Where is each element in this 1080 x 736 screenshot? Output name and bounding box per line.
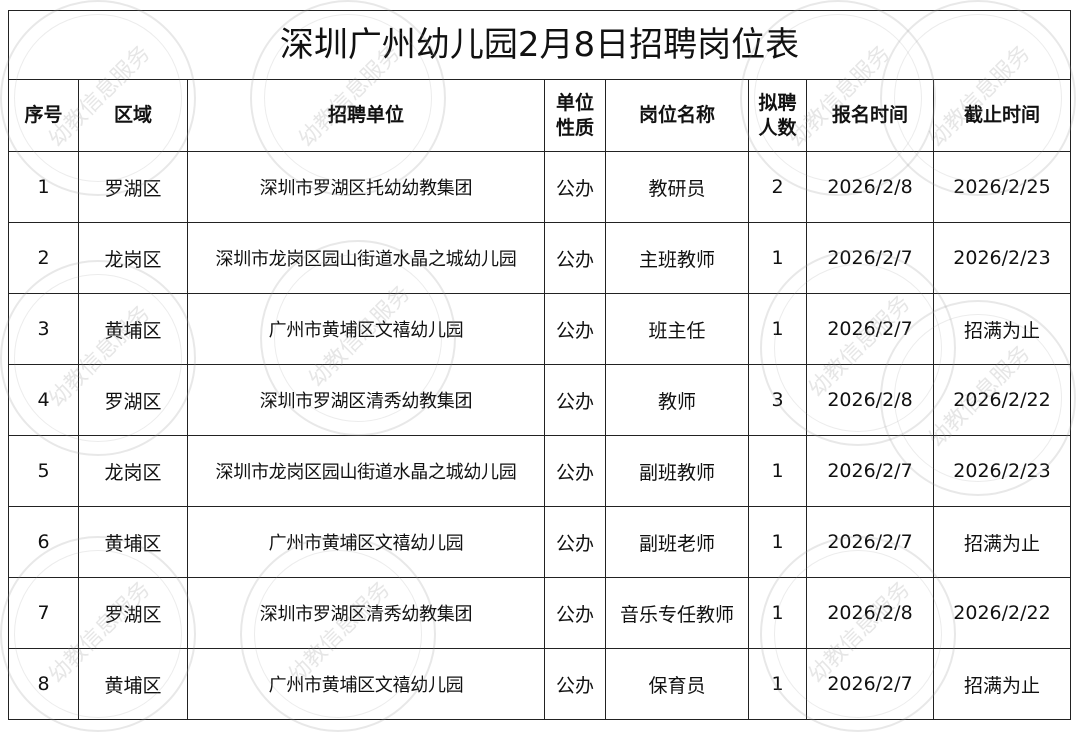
table-row: 8 黄埔区 广州市黄埔区文禧幼儿园 公办 保育员 1 2026/2/7 招满为止 xyxy=(8,648,1072,720)
table-row: 6 黄埔区 广州市黄埔区文禧幼儿园 公办 副班老师 1 2026/2/7 招满为止 xyxy=(8,506,1072,578)
cell-district: 龙岗区 xyxy=(78,222,188,294)
table-row: 3 黄埔区 广州市黄埔区文禧幼儿园 公办 班主任 1 2026/2/7 招满为止 xyxy=(8,293,1072,365)
header-end: 截止时间 xyxy=(932,79,1072,152)
cell-position: 副班教师 xyxy=(605,435,749,507)
table-row: 1 罗湖区 深圳市罗湖区托幼幼教集团 公办 教研员 2 2026/2/8 2026/2/25 xyxy=(8,151,1072,223)
table-row: 4 罗湖区 深圳市罗湖区清秀幼教集团 公办 教师 3 2026/2/8 2026/2/22 xyxy=(8,364,1072,436)
cell-start: 2026/2/7 xyxy=(806,648,934,720)
cell-employer: 深圳市龙岗区园山街道水晶之城幼儿园 xyxy=(187,222,545,294)
cell-start: 2026/2/7 xyxy=(806,506,934,578)
cell-nature: 公办 xyxy=(544,435,606,507)
cell-end: 2026/2/23 xyxy=(932,222,1072,294)
header-index: 序号 xyxy=(8,79,79,152)
cell-position: 教研员 xyxy=(605,151,749,223)
header-position: 岗位名称 xyxy=(605,79,749,152)
cell-index: 4 xyxy=(8,364,79,436)
cell-count: 2 xyxy=(748,151,807,223)
cell-index: 1 xyxy=(8,151,79,223)
cell-district: 罗湖区 xyxy=(78,151,188,223)
cell-start: 2026/2/7 xyxy=(806,293,934,365)
cell-nature: 公办 xyxy=(544,648,606,720)
cell-count: 1 xyxy=(748,577,807,649)
table-title: 深圳广州幼儿园2月8日招聘岗位表 xyxy=(7,10,1072,80)
cell-index: 3 xyxy=(8,293,79,365)
cell-end: 招满为止 xyxy=(932,648,1072,720)
cell-position: 主班教师 xyxy=(605,222,749,294)
recruitment-table: 深圳广州幼儿园2月8日招聘岗位表 序号 区域 招聘单位 单位 性质 岗位名称 拟聘… xyxy=(7,10,1072,720)
cell-nature: 公办 xyxy=(544,577,606,649)
cell-employer: 深圳市罗湖区清秀幼教集团 xyxy=(187,577,545,649)
cell-district: 黄埔区 xyxy=(78,293,188,365)
cell-end: 2026/2/22 xyxy=(932,577,1072,649)
cell-position: 音乐专任教师 xyxy=(605,577,749,649)
cell-end: 2026/2/23 xyxy=(932,435,1072,507)
cell-employer: 深圳市罗湖区托幼幼教集团 xyxy=(187,151,545,223)
cell-nature: 公办 xyxy=(544,222,606,294)
cell-end: 招满为止 xyxy=(932,506,1072,578)
cell-employer: 广州市黄埔区文禧幼儿园 xyxy=(187,506,545,578)
header-nature: 单位 性质 xyxy=(544,79,606,152)
cell-index: 6 xyxy=(8,506,79,578)
cell-count: 1 xyxy=(748,293,807,365)
cell-end: 2026/2/22 xyxy=(932,364,1072,436)
cell-employer: 深圳市龙岗区园山街道水晶之城幼儿园 xyxy=(187,435,545,507)
cell-district: 黄埔区 xyxy=(78,648,188,720)
cell-end: 招满为止 xyxy=(932,293,1072,365)
cell-employer: 深圳市罗湖区清秀幼教集团 xyxy=(187,364,545,436)
cell-start: 2026/2/8 xyxy=(806,151,934,223)
cell-count: 1 xyxy=(748,222,807,294)
cell-index: 7 xyxy=(8,577,79,649)
cell-employer: 广州市黄埔区文禧幼儿园 xyxy=(187,648,545,720)
cell-district: 罗湖区 xyxy=(78,577,188,649)
cell-start: 2026/2/8 xyxy=(806,577,934,649)
header-district: 区域 xyxy=(78,79,188,152)
cell-position: 保育员 xyxy=(605,648,749,720)
cell-position: 班主任 xyxy=(605,293,749,365)
cell-count: 3 xyxy=(748,364,807,436)
cell-start: 2026/2/7 xyxy=(806,222,934,294)
cell-district: 黄埔区 xyxy=(78,506,188,578)
cell-employer: 广州市黄埔区文禧幼儿园 xyxy=(187,293,545,365)
cell-nature: 公办 xyxy=(544,506,606,578)
cell-index: 5 xyxy=(8,435,79,507)
cell-start: 2026/2/8 xyxy=(806,364,934,436)
header-row: 序号 区域 招聘单位 单位 性质 岗位名称 拟聘 人数 报名时间 截止时间 xyxy=(8,79,1072,152)
cell-district: 龙岗区 xyxy=(78,435,188,507)
cell-nature: 公办 xyxy=(544,293,606,365)
cell-start: 2026/2/7 xyxy=(806,435,934,507)
cell-count: 1 xyxy=(748,435,807,507)
table-row: 7 罗湖区 深圳市罗湖区清秀幼教集团 公办 音乐专任教师 1 2026/2/8 2026/2/… xyxy=(8,577,1072,649)
cell-nature: 公办 xyxy=(544,151,606,223)
cell-count: 1 xyxy=(748,506,807,578)
table-body: 1 罗湖区 深圳市罗湖区托幼幼教集团 公办 教研员 2 2026/2/8 2026/2/25 2… xyxy=(8,151,1072,720)
cell-nature: 公办 xyxy=(544,364,606,436)
cell-end: 2026/2/25 xyxy=(932,151,1072,223)
header-count: 拟聘 人数 xyxy=(748,79,807,152)
table-row: 2 龙岗区 深圳市龙岗区园山街道水晶之城幼儿园 公办 主班教师 1 2026/2/7 2026… xyxy=(8,222,1072,294)
table-row: 5 龙岗区 深圳市龙岗区园山街道水晶之城幼儿园 公办 副班教师 1 2026/2/7 2026… xyxy=(8,435,1072,507)
cell-district: 罗湖区 xyxy=(78,364,188,436)
header-start: 报名时间 xyxy=(806,79,934,152)
cell-index: 8 xyxy=(8,648,79,720)
cell-position: 教师 xyxy=(605,364,749,436)
cell-position: 副班老师 xyxy=(605,506,749,578)
cell-count: 1 xyxy=(748,648,807,720)
header-employer: 招聘单位 xyxy=(187,79,545,152)
cell-index: 2 xyxy=(8,222,79,294)
